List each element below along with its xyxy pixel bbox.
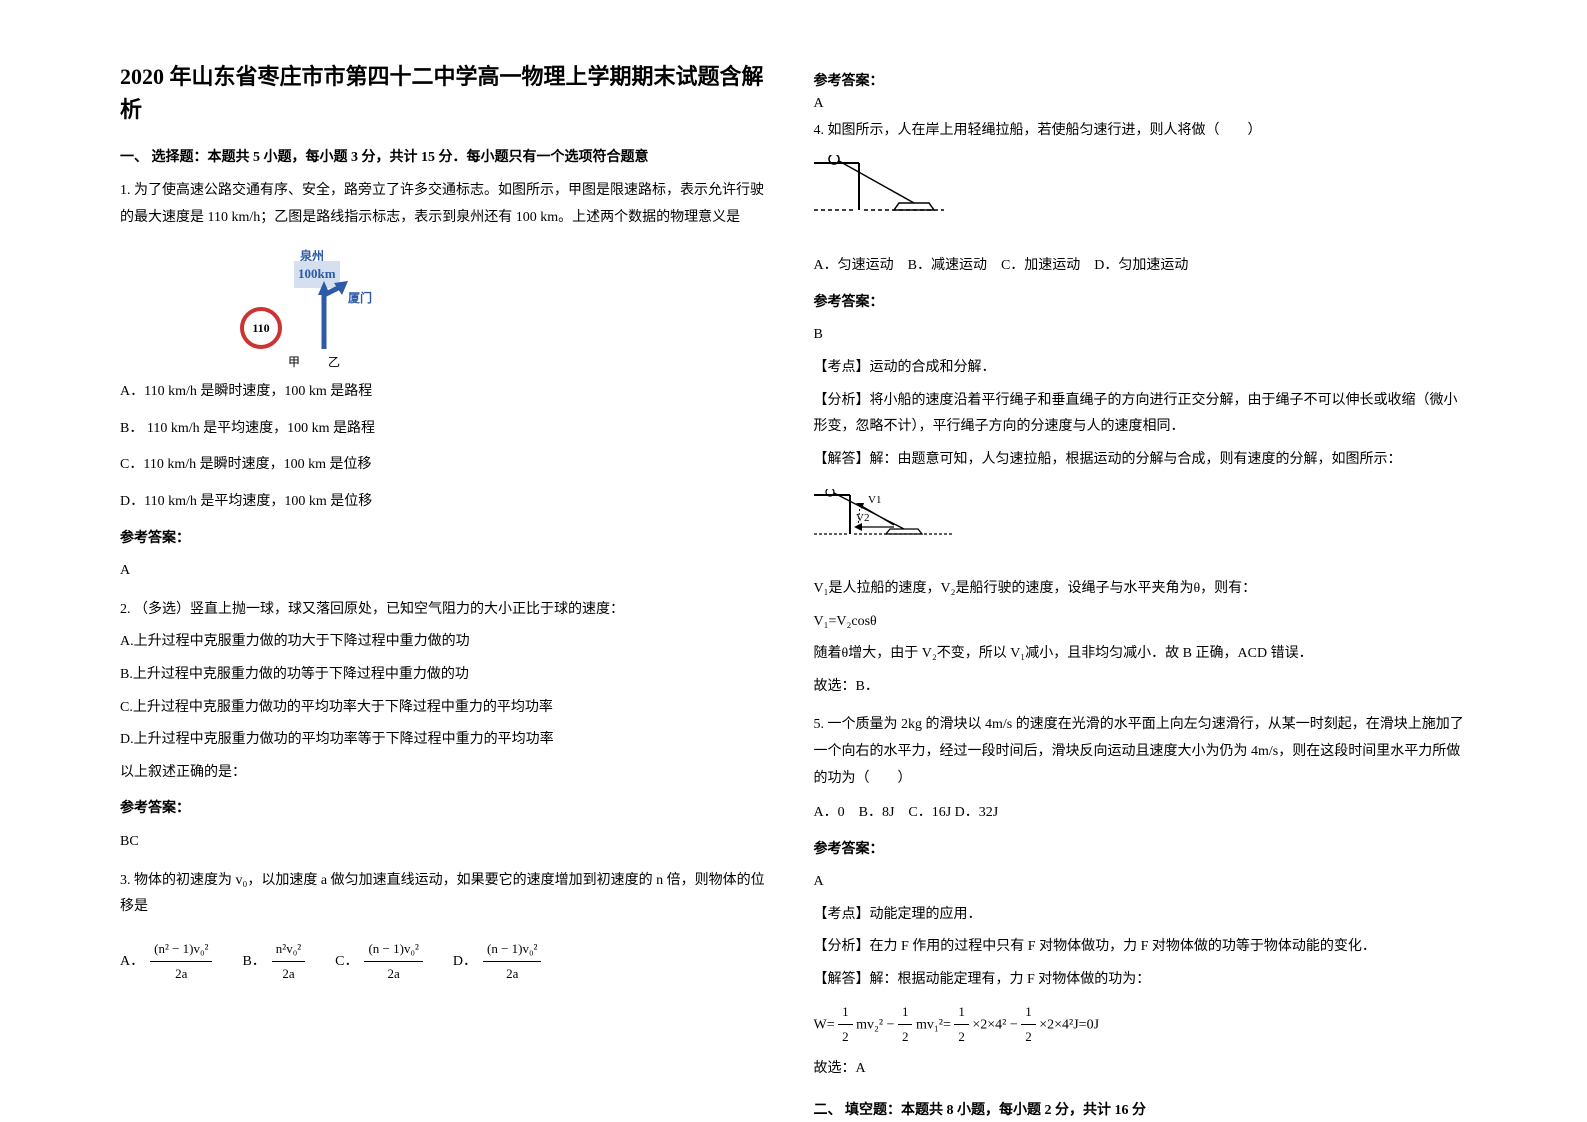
label-jia: 甲 [288, 351, 300, 374]
q3-option-d: D． (n − 1)v₀² 2a [453, 937, 542, 987]
q3-d-den: 2a [502, 962, 522, 987]
q4-formula: V₁=V₂cosθ [814, 609, 1468, 636]
q3-a-fraction: (n² − 1)v₀² 2a [150, 937, 212, 987]
q5-solve: 【解答】解：根据动能定理有，力 F 对物体做的功为： [814, 967, 1468, 994]
q5-f4-num: 1 [1021, 1000, 1036, 1026]
speed-limit-sign: 110 [240, 307, 282, 349]
q3-c-fraction: (n − 1)v₀² 2a [364, 937, 422, 987]
q5-f2-den: 2 [898, 1025, 913, 1050]
q4-v1v2: V₁是人拉船的速度，V₂是船行驶的速度，设绳子与水平夹角为θ，则有： [814, 576, 1468, 603]
q3-a-label: A． [120, 949, 144, 976]
q4-answer: B [814, 322, 1468, 349]
right-column: 参考答案： A 4. 如图所示，人在岸上用轻绳拉船，若使船匀速行进，则人将做（ … [794, 60, 1488, 1062]
q5-f3: 1 2 [954, 1000, 969, 1050]
q2-line-b: B.上升过程中克服重力做的功等于下降过程中重力做的功 [120, 662, 774, 689]
q3-a-den: 2a [171, 962, 191, 987]
question-5: 5. 一个质量为 2kg 的滑块以 4m/s 的速度在光滑的水平面上向左匀速滑行… [814, 712, 1468, 1082]
q3-formula-options: A． (n² − 1)v₀² 2a B． n²v₀² 2a C． (n − 1)… [120, 937, 774, 987]
sign-xiamen: 厦门 [348, 287, 372, 310]
document-title: 2020 年山东省枣庄市市第四十二中学高一物理上学期期末试题含解析 [120, 60, 774, 126]
q3-a-num: (n² − 1)v₀² [150, 937, 212, 963]
q5-f2-num: 1 [898, 1000, 913, 1026]
q3-text: 3. 物体的初速度为 v₀，以加速度 a 做匀加速直线运动，如果要它的速度增加到… [120, 868, 774, 921]
q5-part1: mv₂² − [856, 1017, 894, 1032]
q5-part4: ×2×4²J=0J [1039, 1017, 1099, 1032]
q3-b-den: 2a [278, 962, 298, 987]
q5-final: 故选：A [814, 1056, 1468, 1083]
q1-answer-label: 参考答案： [120, 526, 774, 553]
question-3: 3. 物体的初速度为 v₀，以加速度 a 做匀加速直线运动，如果要它的速度增加到… [120, 868, 774, 988]
question-4: 4. 如图所示，人在岸上用轻绳拉船，若使船匀速行进，则人将做（ ） A．匀速运动… [814, 118, 1468, 700]
q3-d-fraction: (n − 1)v₀² 2a [483, 937, 541, 987]
q4-text: 4. 如图所示，人在岸上用轻绳拉船，若使船匀速行进，则人将做（ ） [814, 118, 1468, 145]
boat-diagram-icon [814, 155, 944, 225]
q4-options: A．匀速运动 B．减速运动 C．加速运动 D．匀加速运动 [814, 253, 1468, 280]
q5-f3-num: 1 [954, 1000, 969, 1026]
q1-text: 1. 为了使高速公路交通有序、安全，路旁立了许多交通标志。如图所示，甲图是限速路… [120, 183, 764, 225]
q4-analysis: 【分析】将小船的速度沿着平行绳子和垂直绳子的方向进行正交分解，由于绳子不可以伸长… [814, 388, 1468, 441]
q3-option-b: B． n²v₀² 2a [242, 937, 305, 987]
road-sign-diagram: 泉州 100km 厦门 110 甲 乙 [240, 245, 390, 365]
q4-conclusion: 随着θ增大，由于 V₂不变，所以 V₁减小，且非均匀减小．故 B 正确，ACD … [814, 641, 1468, 668]
q2-answer-label: 参考答案： [120, 796, 774, 823]
q5-answer-label: 参考答案： [814, 837, 1468, 864]
q1-answer: A [120, 558, 774, 585]
q5-point: 【考点】动能定理的应用． [814, 902, 1468, 929]
q3-option-c: C． (n − 1)v₀² 2a [335, 937, 423, 987]
q1-option-c: C．110 km/h 是瞬时速度，100 km 是位移 [120, 452, 774, 479]
q1-option-d: D．110 km/h 是平均速度，100 km 是位移 [120, 489, 774, 516]
question-1: 1. 为了使高速公路交通有序、安全，路旁立了许多交通标志。如图所示，甲图是限速路… [120, 178, 774, 585]
q5-f1-num: 1 [838, 1000, 853, 1026]
q2-line-end: 以上叙述正确的是： [120, 760, 774, 787]
q3-c-label: C． [335, 949, 358, 976]
q3-d-label: D． [453, 949, 477, 976]
q2-line-a: A.上升过程中克服重力做的功大于下降过程中重力做的功 [120, 629, 774, 656]
q5-answer: A [814, 869, 1468, 896]
question-2: 2. （多选）竖直上抛一球，球又落回原处，已知空气阻力的大小正比于球的速度： A… [120, 597, 774, 856]
section-2-header: 二、 填空题：本题共 8 小题，每小题 2 分，共计 16 分 [814, 1099, 1468, 1119]
q5-text: 5. 一个质量为 2kg 的滑块以 4m/s 的速度在光滑的水平面上向左匀速滑行… [814, 712, 1468, 792]
q5-f4-den: 2 [1021, 1025, 1036, 1050]
q1-option-a: A．110 km/h 是瞬时速度，100 km 是路程 [120, 379, 774, 406]
q2-text: 2. （多选）竖直上抛一球，球又落回原处，已知空气阻力的大小正比于球的速度： [120, 597, 774, 624]
q5-f1: 1 2 [838, 1000, 853, 1050]
q5-f4: 1 2 [1021, 1000, 1036, 1050]
q3-b-label: B． [242, 949, 265, 976]
q3-c-den: 2a [384, 962, 404, 987]
q4-solve: 【解答】解：由题意可知，人匀速拉船，根据运动的分解与合成，则有速度的分解，如图所… [814, 447, 1468, 474]
q4-point: 【考点】运动的合成和分解． [814, 355, 1468, 382]
q4-answer-label: 参考答案： [814, 290, 1468, 317]
q5-part3: ×2×4² − [972, 1017, 1017, 1032]
q1-option-b: B． 110 km/h 是平均速度，100 km 是路程 [120, 416, 774, 443]
q5-analysis: 【分析】在力 F 作用的过程中只有 F 对物体做功，力 F 对物体做的功等于物体… [814, 934, 1468, 961]
q4-final: 故选：B． [814, 674, 1468, 701]
left-column: 2020 年山东省枣庄市市第四十二中学高一物理上学期期末试题含解析 一、 选择题… [100, 60, 794, 1062]
q2-line-c: C.上升过程中克服重力做功的平均功率大于下降过程中重力的平均功率 [120, 695, 774, 722]
q5-formula-prefix: W= [814, 1017, 835, 1032]
q5-options: A．0 B．8J C．16J D．32J [814, 800, 1468, 827]
boat-velocity-diagram-icon: V1 V2 [814, 489, 954, 549]
q3-b-fraction: n²v₀² 2a [272, 937, 305, 987]
svg-text:V1: V1 [868, 494, 881, 506]
speed-limit-value: 110 [252, 317, 269, 340]
q3-d-num: (n − 1)v₀² [483, 937, 541, 963]
q5-f3-den: 2 [954, 1025, 969, 1050]
label-yi: 乙 [328, 351, 340, 374]
q3-option-a: A． (n² − 1)v₀² 2a [120, 937, 212, 987]
q2-line-d: D.上升过程中克服重力做功的平均功率等于下降过程中重力的平均功率 [120, 727, 774, 754]
q2-answer: BC [120, 829, 774, 856]
q5-f1-den: 2 [838, 1025, 853, 1050]
section-1-header: 一、 选择题：本题共 5 小题，每小题 3 分，共计 15 分．每小题只有一个选… [120, 146, 774, 166]
q3-answer-label: 参考答案： [814, 70, 1468, 90]
q5-f2: 1 2 [898, 1000, 913, 1050]
q3-answer: A [814, 96, 1468, 112]
q3-c-num: (n − 1)v₀² [364, 937, 422, 963]
q5-formula-line: W= 1 2 mv₂² − 1 2 mv₁²= 1 2 ×2×4² − 1 2 … [814, 1000, 1468, 1050]
arrow-icon [318, 281, 348, 351]
q3-b-num: n²v₀² [272, 937, 305, 963]
q5-part2: mv₁²= [916, 1017, 951, 1032]
